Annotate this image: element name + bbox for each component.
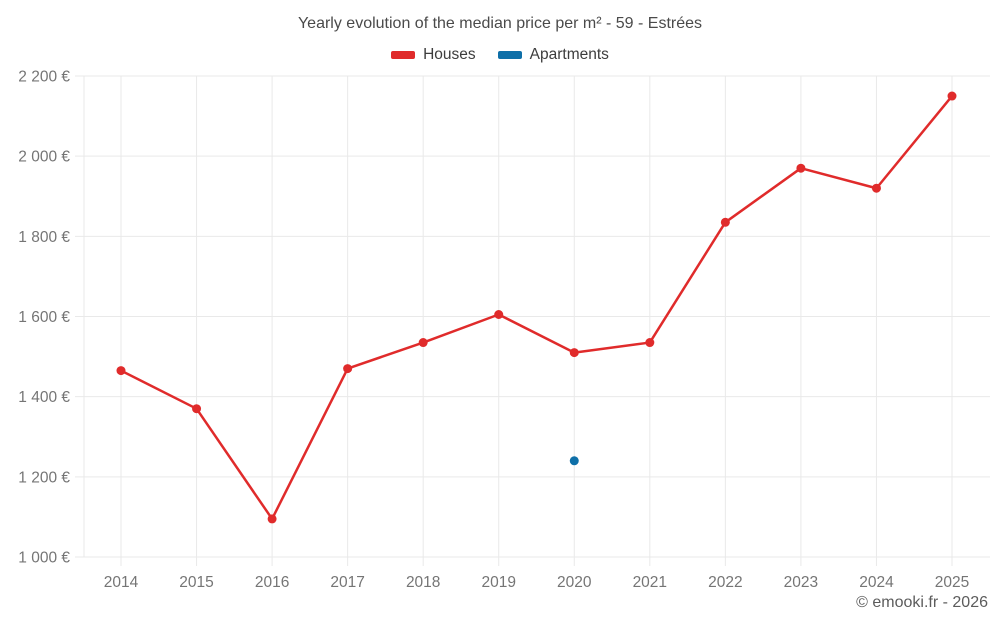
series-line-houses: [119, 94, 954, 521]
x-axis-tick-label: 2025: [935, 574, 969, 591]
data-point-houses-2015[interactable]: [192, 404, 202, 414]
x-axis-tick-label: 2014: [104, 574, 139, 591]
x-axis-tick-label: 2023: [784, 574, 818, 591]
data-point-houses-2020[interactable]: [569, 348, 579, 358]
y-axis-tick-label: 1 800 €: [18, 229, 70, 246]
y-axis-tick-label: 1 600 €: [18, 309, 70, 326]
y-axis-tick-label: 2 000 €: [18, 149, 70, 166]
data-point-houses-2022[interactable]: [720, 217, 730, 227]
y-axis-tick-label: 2 200 €: [18, 69, 70, 86]
data-point-houses-2014[interactable]: [116, 366, 126, 376]
x-axis-tick-label: 2019: [481, 574, 515, 591]
x-axis-tick-label: 2020: [557, 574, 592, 591]
legend-label-apartments: Apartments: [529, 46, 609, 63]
chart-title: Yearly evolution of the median price per…: [297, 15, 703, 32]
apartments-series-swatch-icon: [497, 51, 522, 59]
data-point-houses-2019[interactable]: [494, 309, 504, 319]
x-axis-tick-label: 2022: [708, 574, 742, 591]
data-point-apartments-2020[interactable]: [569, 456, 579, 466]
houses-series-swatch-icon: [391, 51, 416, 59]
copyright-credit: © emooki.fr - 2026: [856, 594, 988, 611]
data-point-houses-2021[interactable]: [645, 338, 655, 348]
y-axis-tick-label: 1 400 €: [18, 389, 70, 406]
data-point-houses-2024[interactable]: [871, 183, 881, 193]
legend-item-apartments[interactable]: Apartments: [497, 46, 609, 64]
x-axis-tick-label: 2016: [255, 574, 289, 591]
legend-item-houses[interactable]: Houses: [391, 46, 476, 64]
data-point-houses-2018[interactable]: [418, 338, 428, 348]
legend-label-houses: Houses: [423, 46, 476, 63]
data-point-houses-2017[interactable]: [343, 364, 353, 374]
x-axis-tick-label: 2017: [330, 574, 364, 591]
data-point-houses-2025[interactable]: [947, 91, 957, 101]
y-axis-tick-label: 1 000 €: [18, 550, 70, 567]
y-axis-tick-label: 1 200 €: [18, 469, 70, 486]
x-axis-tick-label: 2018: [406, 574, 440, 591]
data-point-houses-2016[interactable]: [267, 514, 277, 524]
chart-legend: Houses Apartments: [0, 46, 1000, 64]
x-axis-tick-label: 2024: [859, 574, 894, 591]
x-axis-tick-label: 2015: [179, 574, 213, 591]
x-axis-tick-label: 2021: [633, 574, 667, 591]
data-point-houses-2023[interactable]: [796, 163, 806, 173]
